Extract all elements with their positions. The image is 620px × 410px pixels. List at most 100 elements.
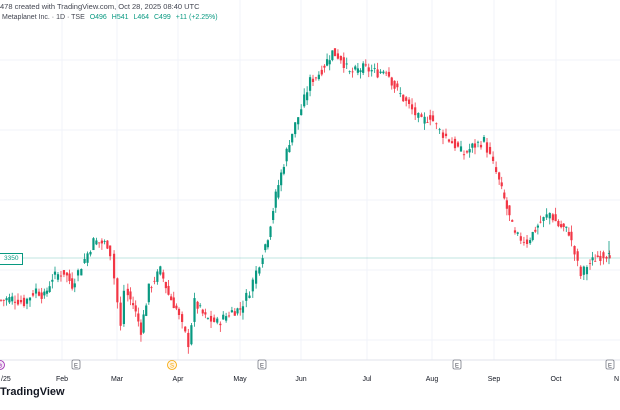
candle-body (599, 255, 602, 261)
candle-body (522, 241, 526, 243)
earnings-marker[interactable] (452, 359, 462, 370)
candle-body (342, 57, 345, 69)
candle-body (40, 292, 43, 299)
candle-body (251, 279, 254, 292)
candle-body (402, 94, 405, 102)
candle-body (325, 59, 329, 66)
candle-body (204, 312, 207, 315)
candle-body (503, 192, 506, 199)
candle-body (367, 67, 370, 72)
candle-body (219, 323, 222, 326)
candle-body (56, 274, 60, 280)
candle-body (608, 255, 611, 259)
candle-body (199, 305, 202, 307)
candle-body (354, 66, 357, 70)
candle-body (476, 141, 480, 143)
candle-body (59, 275, 63, 277)
candle-body (410, 104, 414, 110)
candle-body (551, 214, 554, 221)
candle-body (266, 240, 269, 248)
candle-body (272, 211, 275, 221)
candle-body (83, 258, 86, 263)
candle-body (34, 288, 38, 294)
candle-body (382, 71, 385, 74)
candle-body (542, 217, 545, 221)
candle-body (119, 302, 122, 326)
candle-body (405, 97, 408, 101)
candle-body (333, 48, 337, 57)
candle-body (387, 71, 391, 77)
event-marker-label: E (74, 363, 78, 369)
candle-body (560, 224, 563, 228)
candle-body (5, 298, 8, 301)
candle-body (303, 94, 306, 107)
candle-body (236, 308, 239, 314)
candle-body (16, 299, 20, 305)
x-tick-label: Mar (111, 376, 124, 383)
candle-body (137, 313, 140, 322)
candle-body (482, 136, 486, 142)
candle-body (607, 253, 611, 255)
candle-body (465, 151, 469, 153)
tradingview-logo: TradingView (0, 386, 65, 398)
candle-body (225, 316, 228, 321)
candle-body (373, 68, 376, 69)
event-marker[interactable] (0, 360, 5, 370)
low-value: L464 (133, 14, 150, 21)
x-tick-label: N (614, 376, 619, 383)
candle-body (576, 251, 579, 261)
x-axis-ticks: /25 Feb Mar Apr May Jun Jul Aug Sep Oct N (1, 376, 619, 383)
price-tag: 3350 (0, 253, 24, 265)
candle-body (390, 77, 393, 86)
candle-body (145, 305, 148, 316)
candle-body (300, 109, 303, 116)
candle-body (314, 77, 318, 79)
close-value: C499 (154, 14, 171, 21)
candle-body (531, 232, 534, 240)
candle-body (582, 266, 585, 275)
candle-body (25, 298, 29, 304)
candle-body (399, 93, 402, 95)
candle-body (291, 133, 294, 143)
ohlc-values: O496 H541 L464 C499 +11 (+2.25%) (90, 14, 221, 21)
candle-body (539, 221, 542, 223)
candle-body (579, 266, 582, 277)
earnings-marker[interactable] (71, 359, 81, 370)
candle-body (31, 293, 35, 296)
candle-body (379, 71, 382, 73)
candle-body (294, 122, 297, 135)
candle-body (548, 212, 551, 219)
candle-body (116, 278, 119, 303)
x-tick-label: /25 (1, 376, 11, 383)
candle-body (431, 115, 435, 122)
candle-body (605, 256, 608, 259)
candle-body (71, 278, 74, 289)
candle-body (585, 267, 589, 275)
candle-body (444, 133, 448, 137)
candle-body (184, 326, 187, 332)
candle-body (417, 112, 420, 118)
candle-body (264, 244, 267, 251)
candle-body (282, 166, 285, 174)
candle-body (209, 315, 213, 322)
candle-body (181, 314, 184, 322)
x-tick-label: May (233, 376, 247, 383)
change-value: +11 (+2.25%) (175, 14, 218, 21)
candle-body (248, 295, 251, 298)
split-marker[interactable] (167, 360, 177, 370)
candle-body (435, 123, 438, 125)
candle-body (447, 139, 451, 142)
x-tick-label: Jun (295, 376, 306, 383)
earnings-marker[interactable] (605, 359, 615, 370)
candle-body (89, 251, 92, 255)
candle-body (505, 200, 508, 209)
candle-body (150, 287, 153, 289)
earnings-marker[interactable] (257, 359, 267, 370)
chart-grid (0, 0, 620, 360)
x-tick-label: Aug (426, 376, 439, 383)
candle-body (175, 305, 178, 309)
candle-body (562, 223, 565, 228)
candle-body (233, 311, 236, 316)
candle-body (557, 220, 560, 227)
candle-body (596, 255, 599, 257)
